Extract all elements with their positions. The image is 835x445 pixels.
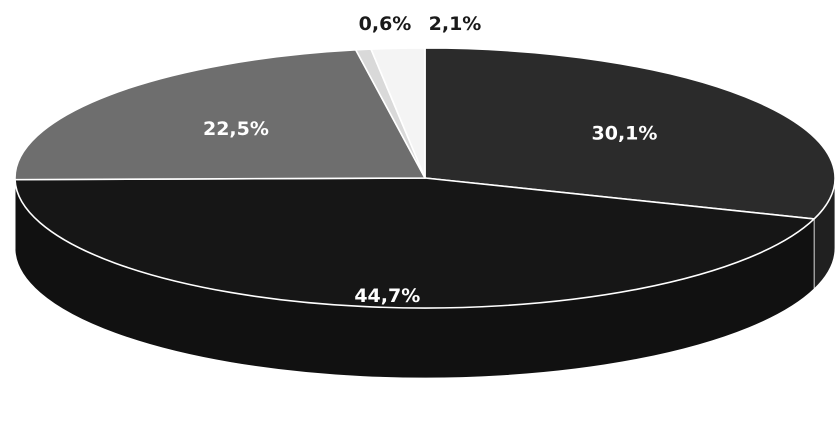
pie-label-group: 30,1% 44,7% 22,5% 0,6% 2,1% — [203, 13, 657, 307]
slice-label-3: 0,6% — [359, 13, 412, 35]
pie-top-group — [14, 47, 835, 309]
slice-label-4: 2,1% — [429, 13, 482, 35]
slice-label-2: 22,5% — [203, 118, 269, 140]
slice-label-1: 44,7% — [354, 285, 420, 307]
pie-slice-2 — [14, 49, 426, 181]
pie-slice-1 — [14, 177, 815, 309]
pie-slice-0 — [424, 47, 835, 220]
pie-slice-4 — [370, 47, 426, 179]
slice-label-0: 30,1% — [592, 122, 658, 144]
